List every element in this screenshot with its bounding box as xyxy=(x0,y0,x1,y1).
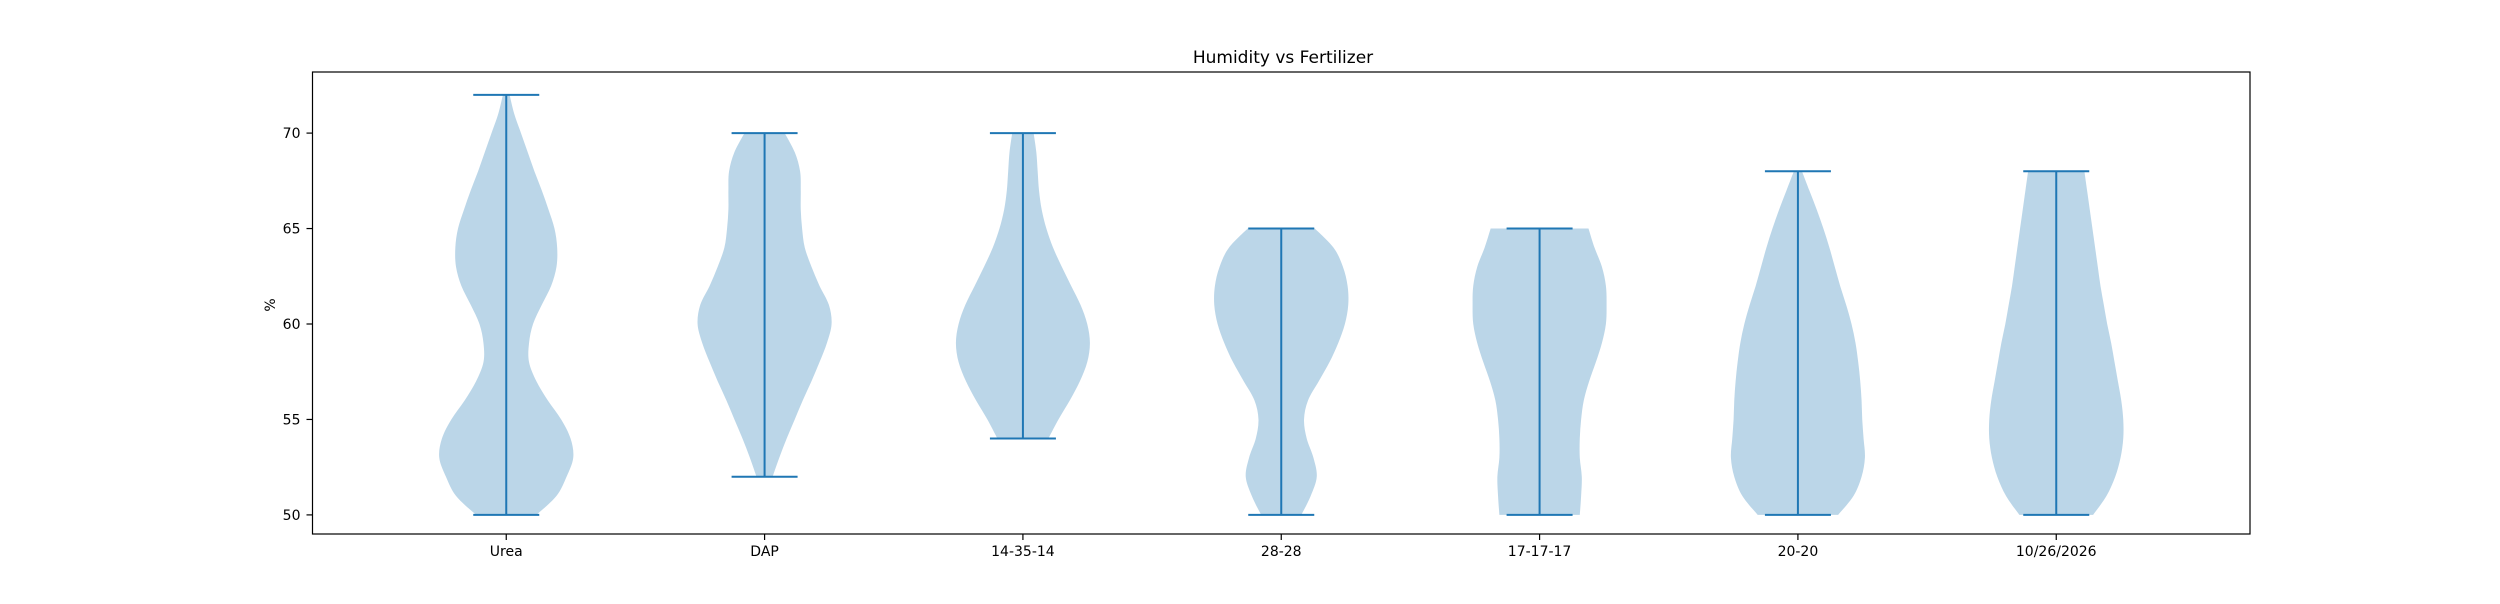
x-axis-ticks: Urea DAP 14-35-14 28-28 17-17-17 20-20 10/26/2… xyxy=(490,534,2097,560)
violin-Urea xyxy=(439,93,574,516)
x-tick-label: 14-35-14 xyxy=(991,544,1055,560)
x-tick-label: 17-17-17 xyxy=(1508,544,1572,560)
y-axis-ticks: 50 55 60 65 70 xyxy=(283,126,313,524)
violin-28-28 xyxy=(1214,227,1349,516)
x-tick-label: 28-28 xyxy=(1261,544,1302,560)
plot-area-frame xyxy=(311,71,2251,535)
violins-layer xyxy=(439,93,2124,516)
x-tick-label: DAP xyxy=(750,544,779,560)
x-tick-label: 20-20 xyxy=(1778,544,1819,560)
violin-14-35-14 xyxy=(955,132,1090,440)
x-tick-label: Urea xyxy=(490,544,523,560)
violin-DAP xyxy=(697,132,832,478)
y-tick-label: 55 xyxy=(283,412,301,428)
y-tick-label: 50 xyxy=(283,508,301,524)
y-axis-label: % xyxy=(263,298,279,311)
y-tick-label: 60 xyxy=(283,317,301,333)
y-tick-label: 65 xyxy=(283,222,301,238)
violin-10/26/2026 xyxy=(1988,170,2124,516)
x-tick-label: 10/26/2026 xyxy=(2016,544,2097,560)
violin-17-17-17 xyxy=(1472,227,1607,516)
y-tick-label: 70 xyxy=(283,126,301,142)
violin-20-20 xyxy=(1730,170,1865,516)
chart-title: Humidity vs Fertilizer xyxy=(1193,48,1373,68)
